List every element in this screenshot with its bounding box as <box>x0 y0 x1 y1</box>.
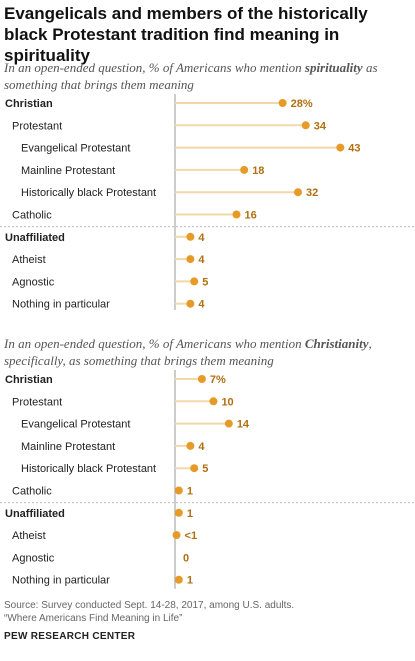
data-label: 5 <box>202 276 208 288</box>
data-point <box>186 441 195 450</box>
category-label: Protestant <box>12 120 62 132</box>
category-label: Protestant <box>12 396 62 408</box>
data-point <box>190 464 199 473</box>
subtitle-term: Christianity <box>304 336 369 351</box>
data-point <box>301 121 310 130</box>
data-label: 4 <box>198 254 205 266</box>
category-label: Evangelical Protestant <box>21 143 130 155</box>
data-label: 18 <box>252 165 264 177</box>
category-label: Atheist <box>12 254 46 266</box>
category-label: Unaffiliated <box>5 508 65 520</box>
chart-subtitle-christianity: In an open-ended question, % of American… <box>4 335 409 369</box>
data-label: 32 <box>306 187 318 199</box>
data-point <box>172 531 181 540</box>
chart-subtitle-spirituality: In an open-ended question, % of American… <box>4 59 409 93</box>
subtitle-text: , specifically, as something that brings… <box>4 336 372 368</box>
category-label: Historically black Protestant <box>21 463 156 475</box>
data-label: 4 <box>198 441 205 453</box>
data-label: 1 <box>187 575 193 587</box>
data-label: 43 <box>348 143 360 155</box>
category-label: Catholic <box>12 486 52 498</box>
data-label: 34 <box>314 120 327 132</box>
data-point <box>174 486 183 495</box>
data-label: <1 <box>185 530 198 542</box>
data-label: 4 <box>198 299 205 310</box>
data-point <box>224 419 233 428</box>
data-point <box>186 299 195 308</box>
data-label: 7% <box>210 374 226 386</box>
category-label: Evangelical Protestant <box>21 419 130 431</box>
category-label: Agnostic <box>12 276 55 288</box>
category-label: Nothing in particular <box>12 299 110 310</box>
data-label: 5 <box>202 463 208 475</box>
data-label: 14 <box>237 419 250 431</box>
data-point <box>190 277 199 286</box>
category-label: Christian <box>5 374 53 386</box>
data-label: 16 <box>245 210 257 222</box>
data-label: 1 <box>187 486 193 498</box>
category-label: Historically black Protestant <box>21 187 156 199</box>
category-label: Christian <box>5 98 53 110</box>
category-label: Catholic <box>12 210 52 222</box>
footer-org: PEW RESEARCH CENTER <box>4 631 136 642</box>
subtitle-term: spirituality <box>304 60 363 75</box>
data-point <box>186 255 195 264</box>
report-name: “Where Americans Find Meaning in Life” <box>4 613 183 624</box>
data-point <box>278 99 287 107</box>
data-point <box>232 210 241 219</box>
category-label: Agnostic <box>12 552 55 564</box>
category-label: Mainline Protestant <box>21 165 115 177</box>
subtitle-text: In an open-ended question, % of American… <box>4 336 305 351</box>
subtitle-text: as something that brings them meaning <box>4 60 378 92</box>
category-label: Nothing in particular <box>12 575 110 587</box>
category-label: Atheist <box>12 530 46 542</box>
data-point <box>197 375 206 383</box>
source-note: Source: Survey conducted Sept. 14-28, 20… <box>4 600 295 611</box>
data-point <box>174 575 183 584</box>
data-label: 28% <box>291 98 313 110</box>
data-point <box>174 508 183 517</box>
data-label: 10 <box>221 396 233 408</box>
subtitle-text: In an open-ended question, % of American… <box>4 60 305 75</box>
data-point <box>294 188 303 197</box>
data-point <box>209 397 218 406</box>
footer-source: Source: Survey conducted Sept. 14-28, 20… <box>4 599 409 625</box>
data-label: 1 <box>187 508 193 520</box>
data-label: 4 <box>198 232 205 244</box>
data-point <box>240 165 249 174</box>
data-label: 0 <box>183 552 189 564</box>
category-label: Mainline Protestant <box>21 441 115 453</box>
data-point <box>336 143 345 152</box>
chart-title: Evangelicals and members of the historic… <box>4 4 368 65</box>
data-point <box>186 232 195 241</box>
spirituality-chart: Christian 28% Protestant 34 Evangelical Prot… <box>0 94 415 310</box>
category-label: Unaffiliated <box>5 232 65 244</box>
